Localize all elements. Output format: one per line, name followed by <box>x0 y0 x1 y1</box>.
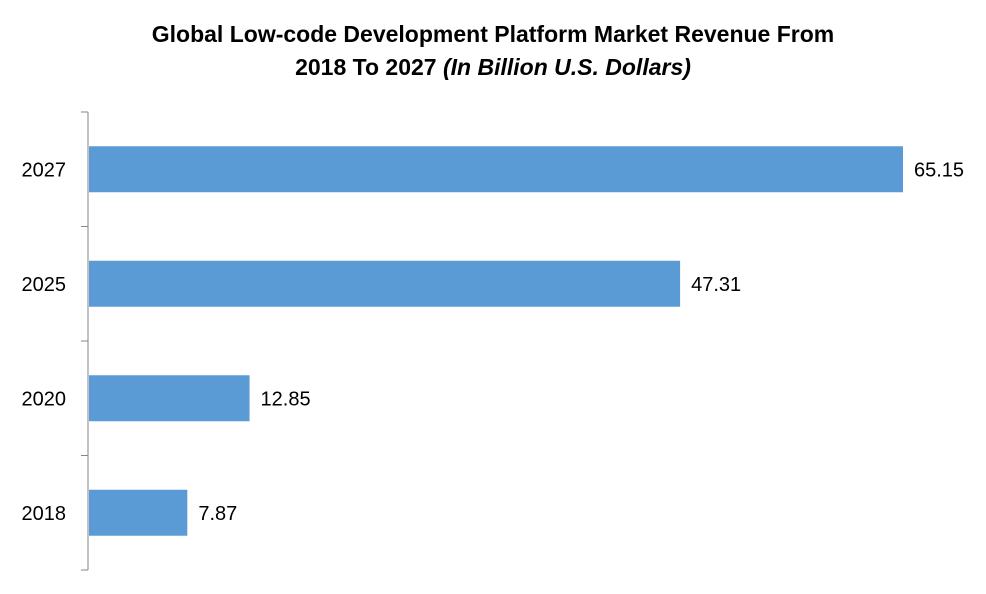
chart-title-units: (In Billion U.S. Dollars) <box>443 54 691 80</box>
y-tick-label: 2027 <box>22 159 67 181</box>
chart-title: Global Low-code Development Platform Mar… <box>0 18 986 84</box>
bar-2025 <box>89 260 681 307</box>
bar-2020 <box>89 375 250 422</box>
y-tick-label: 2025 <box>22 274 67 296</box>
y-axis <box>81 111 89 571</box>
labels-group: 2027 65.15 2025 47.31 2020 12.85 2018 7.87 <box>22 159 965 525</box>
chart-title-line2-text: 2018 To 2027 <box>295 54 443 80</box>
chart-title-line2: 2018 To 2027 (In Billion U.S. Dollars) <box>0 51 986 84</box>
y-tick-label: 2018 <box>22 503 67 525</box>
data-label-2018: 7.87 <box>198 503 237 525</box>
bar-2027 <box>89 146 903 193</box>
y-tick-label: 2020 <box>22 388 67 410</box>
bars-group <box>89 146 903 536</box>
chart-title-line1: Global Low-code Development Platform Mar… <box>151 21 835 47</box>
data-label-2025: 47.31 <box>691 274 741 296</box>
bar-2018 <box>89 489 188 536</box>
data-label-2020: 12.85 <box>261 388 311 410</box>
data-label-2027: 65.15 <box>914 159 964 181</box>
